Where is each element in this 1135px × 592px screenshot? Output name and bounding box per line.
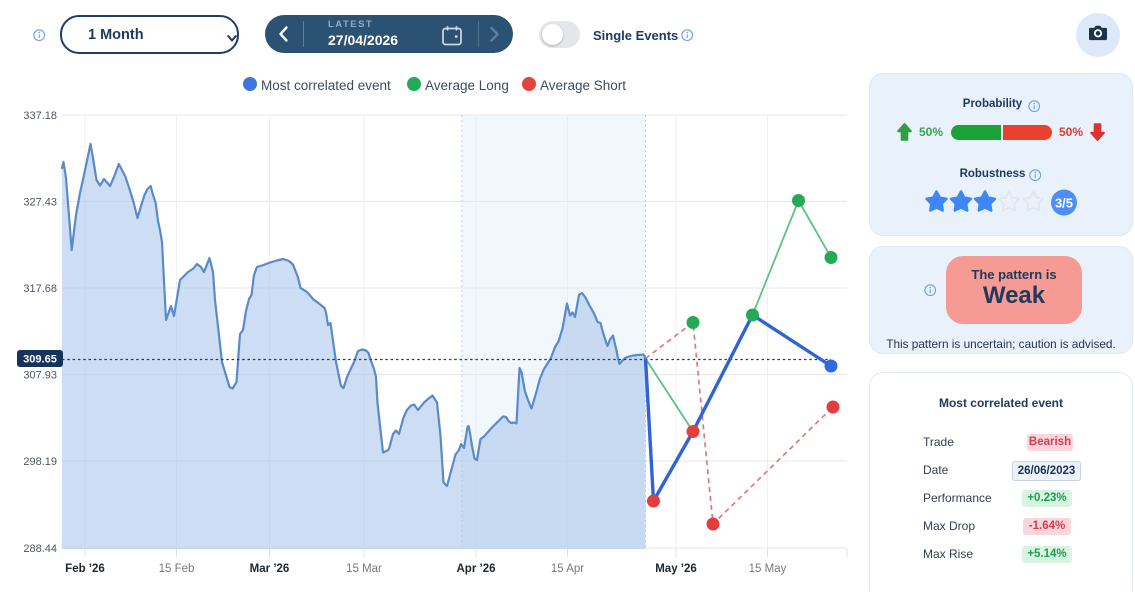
svg-text:309.65: 309.65 <box>23 354 57 366</box>
svg-text:3/5: 3/5 <box>1055 196 1073 211</box>
svg-text:298.19: 298.19 <box>23 456 57 468</box>
svg-text:15 Feb: 15 Feb <box>159 563 195 575</box>
svg-text:May ’26: May ’26 <box>655 563 697 575</box>
svg-text:317.68: 317.68 <box>23 283 57 295</box>
svg-text:Feb ’26: Feb ’26 <box>65 563 105 575</box>
svg-text:288.44: 288.44 <box>23 543 57 555</box>
svg-text:Mar ’26: Mar ’26 <box>250 563 290 575</box>
svg-text:307.93: 307.93 <box>23 370 57 382</box>
svg-text:15 Apr: 15 Apr <box>551 563 584 575</box>
svg-text:15 Mar: 15 Mar <box>346 563 382 575</box>
svg-text:15 May: 15 May <box>749 563 787 575</box>
svg-text:327.43: 327.43 <box>23 197 57 209</box>
svg-text:Apr ’26: Apr ’26 <box>457 563 496 575</box>
svg-text:337.18: 337.18 <box>23 110 57 122</box>
